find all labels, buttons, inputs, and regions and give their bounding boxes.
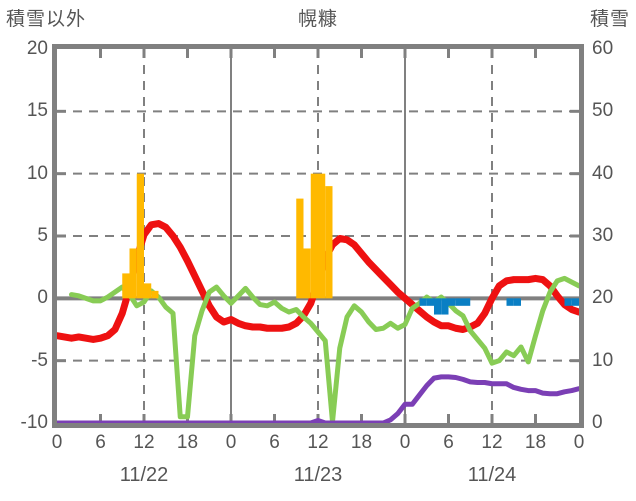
bar xyxy=(144,283,152,299)
bar xyxy=(564,298,572,306)
left-axis-tick: 5 xyxy=(37,225,48,246)
right-axis-tick: 10 xyxy=(592,349,614,371)
x-axis-date-label: 11/24 xyxy=(467,464,517,486)
chart-title: 幌糠 xyxy=(297,9,338,30)
right-axis-unit-label: 積雪 xyxy=(589,9,630,30)
bar xyxy=(506,298,514,306)
bar xyxy=(151,290,159,299)
x-axis-tick: 6 xyxy=(443,432,454,453)
left-axis-tick: 0 xyxy=(37,287,48,309)
x-axis-tick: 0 xyxy=(51,432,63,453)
bar xyxy=(122,273,130,299)
left-axis-tick: -5 xyxy=(31,349,48,371)
bar xyxy=(434,298,442,315)
bar xyxy=(129,248,137,299)
plot-svg xyxy=(57,49,579,423)
bar xyxy=(426,298,434,306)
x-axis-tick: 18 xyxy=(176,432,199,453)
left-axis-tick: -10 xyxy=(20,412,48,433)
left-axis-unit-label: 積雪以外 xyxy=(6,9,87,30)
bar xyxy=(310,173,318,299)
series-line-積雪深 xyxy=(57,374,579,423)
right-axis-tick: 20 xyxy=(592,287,614,309)
plot-area xyxy=(52,44,584,428)
right-axis-tick: 40 xyxy=(592,162,614,184)
bar xyxy=(513,298,521,306)
series-layer xyxy=(57,173,579,423)
series-bars-降雪量 xyxy=(419,298,579,315)
x-axis-tick: 18 xyxy=(350,432,373,453)
x-axis-tick: 18 xyxy=(524,432,547,453)
x-axis-tick: 6 xyxy=(95,432,106,453)
left-axis-tick: 15 xyxy=(26,100,48,122)
bar xyxy=(136,173,144,299)
right-axis-tick: 50 xyxy=(592,100,614,122)
bar xyxy=(455,298,463,306)
right-axis-tick: 30 xyxy=(592,225,614,246)
x-axis-date-label: 11/23 xyxy=(293,464,343,486)
x-axis-tick: 0 xyxy=(573,432,585,453)
bar xyxy=(419,298,427,306)
x-axis-tick: 6 xyxy=(269,432,280,453)
x-axis-tick: 0 xyxy=(225,432,237,453)
x-axis-date-label: 11/22 xyxy=(119,464,169,486)
x-axis-tick: 12 xyxy=(307,432,329,453)
bar xyxy=(296,198,304,299)
series-bars-降水量 xyxy=(122,173,333,299)
bar xyxy=(318,173,326,299)
x-axis-tick: 12 xyxy=(133,432,155,453)
right-axis-tick: 0 xyxy=(592,412,603,433)
bar xyxy=(571,298,579,306)
bar xyxy=(325,186,333,299)
right-axis-tick: 60 xyxy=(592,38,614,59)
x-axis-tick: 0 xyxy=(399,432,411,453)
left-axis-tick: 20 xyxy=(26,38,48,59)
bar xyxy=(303,248,311,299)
bar xyxy=(463,298,471,306)
bar xyxy=(448,298,456,306)
bar xyxy=(441,298,449,315)
x-axis-tick: 12 xyxy=(481,432,503,453)
left-axis-tick: 10 xyxy=(26,162,48,184)
